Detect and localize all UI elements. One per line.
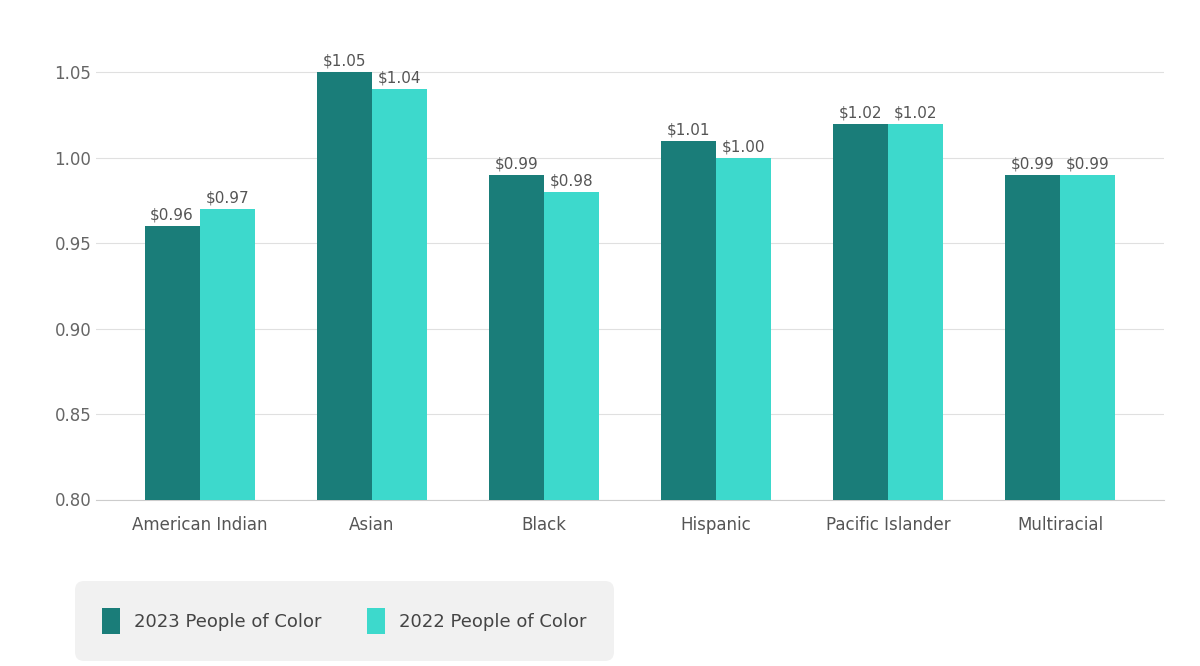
Text: $0.99: $0.99: [1066, 157, 1110, 171]
Text: $0.98: $0.98: [550, 173, 593, 188]
Text: $1.05: $1.05: [323, 54, 366, 69]
Legend: 2023 People of Color, 2022 People of Color: 2023 People of Color, 2022 People of Col…: [84, 590, 605, 652]
Bar: [199, 209, 254, 500]
Text: $0.97: $0.97: [205, 190, 248, 206]
Bar: [1006, 174, 1061, 500]
Bar: [544, 192, 599, 500]
Bar: [1061, 174, 1116, 500]
Text: $1.02: $1.02: [839, 105, 882, 120]
Text: $1.01: $1.01: [667, 122, 710, 137]
Text: $1.02: $1.02: [894, 105, 937, 120]
Text: $0.96: $0.96: [150, 208, 194, 222]
Bar: [716, 158, 772, 500]
Bar: [888, 123, 943, 499]
Bar: [833, 123, 888, 499]
Bar: [144, 226, 199, 500]
Bar: [317, 72, 372, 500]
Text: $1.04: $1.04: [378, 71, 421, 86]
Bar: [372, 89, 427, 500]
Bar: [661, 141, 716, 500]
Text: $0.99: $0.99: [1010, 157, 1055, 171]
Text: $0.99: $0.99: [494, 157, 539, 171]
Bar: [488, 174, 544, 500]
Text: $1.00: $1.00: [722, 139, 766, 155]
